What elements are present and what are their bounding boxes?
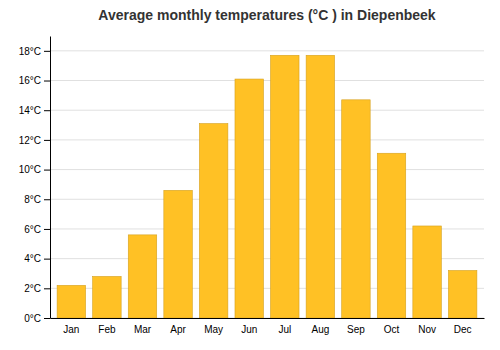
y-axis: 0°C 2°C 4°C 6°C 8°C 10°C 12°C 14°C 16°C 18°C — [19, 37, 51, 324]
tick: Jun — [241, 324, 257, 335]
tick-mark — [44, 229, 50, 230]
tick: 0°C — [24, 313, 50, 324]
tick: 16°C — [19, 75, 50, 86]
tick-mark — [44, 259, 50, 260]
tick-label: 0°C — [24, 313, 41, 324]
tick-mark — [44, 51, 50, 52]
bars — [57, 55, 477, 318]
tick: Jan — [63, 324, 79, 335]
bar — [413, 226, 441, 318]
tick-label: Jan — [63, 324, 79, 335]
bar — [199, 124, 227, 318]
tick-mark — [44, 170, 50, 171]
tick: Jul — [278, 324, 291, 335]
x-axis: Jan Feb Mar Apr May Jun Jul Aug Sep Oct Nov Dec — [51, 319, 485, 336]
tick-label: Apr — [170, 324, 186, 335]
tick: Aug — [311, 324, 329, 335]
tick-mark — [44, 199, 50, 200]
bar — [128, 235, 156, 318]
tick: 10°C — [19, 164, 50, 175]
plot: Jan Feb Mar Apr May Jun Jul Aug Sep Oct Nov Dec 0°C 2… — [19, 37, 485, 336]
tick: 14°C — [19, 105, 50, 116]
bar — [448, 271, 476, 318]
bar — [271, 55, 299, 318]
tick-label: 8°C — [24, 194, 41, 205]
tick-mark — [44, 140, 50, 141]
bar — [235, 79, 263, 318]
tick: 4°C — [24, 253, 50, 264]
tick-label: Jul — [278, 324, 291, 335]
tick: 18°C — [19, 46, 50, 57]
tick-label: 12°C — [19, 135, 41, 146]
tick-label: May — [204, 324, 223, 335]
axis-line — [50, 37, 51, 319]
tick-label: 4°C — [24, 253, 41, 264]
bar — [306, 55, 334, 318]
tick-label: Sep — [347, 324, 365, 335]
grid-line — [50, 169, 484, 170]
axis-line — [51, 318, 485, 319]
tick-label: 10°C — [19, 164, 41, 175]
tick: 12°C — [19, 135, 50, 146]
bar — [164, 190, 192, 318]
tick-label: 14°C — [19, 105, 41, 116]
grid-line — [50, 80, 484, 81]
tick: Apr — [170, 324, 186, 335]
tick-mark — [44, 110, 50, 111]
bar — [377, 153, 405, 318]
bar — [57, 285, 85, 318]
bar — [93, 276, 121, 318]
tick: Sep — [347, 324, 365, 335]
tick-label: Jun — [241, 324, 257, 335]
tick-label: 6°C — [24, 224, 41, 235]
title: Average monthly temperatures (°C ) in Di… — [98, 7, 435, 23]
tick-label: Oct — [384, 324, 400, 335]
tick-label: 16°C — [19, 75, 41, 86]
tick: 2°C — [24, 283, 50, 294]
tick-label: Aug — [311, 324, 329, 335]
tick: Feb — [98, 324, 116, 335]
tick: Mar — [134, 324, 152, 335]
tick-mark — [44, 318, 50, 319]
grid-line — [50, 139, 484, 140]
chart-container: Average monthly temperatures (°C ) in Di… — [0, 0, 500, 350]
tick-mark — [44, 81, 50, 82]
tick-mark — [44, 288, 50, 289]
tick: 8°C — [24, 194, 50, 205]
bar — [342, 100, 370, 318]
tick-label: Nov — [418, 324, 436, 335]
grid-line — [50, 199, 484, 200]
tick: 6°C — [24, 224, 50, 235]
tick-label: Mar — [134, 324, 152, 335]
tick-label: Feb — [98, 324, 116, 335]
grid — [50, 51, 484, 318]
grid-line — [50, 50, 484, 51]
tick-label: 18°C — [19, 46, 41, 57]
tick: Dec — [454, 324, 472, 335]
tick: Oct — [384, 324, 400, 335]
chart: Average monthly temperatures (°C ) in Di… — [0, 0, 500, 350]
tick-label: 2°C — [24, 283, 41, 294]
tick: May — [204, 324, 223, 335]
grid-line — [50, 110, 484, 111]
tick: Nov — [418, 324, 436, 335]
tick-label: Dec — [454, 324, 472, 335]
